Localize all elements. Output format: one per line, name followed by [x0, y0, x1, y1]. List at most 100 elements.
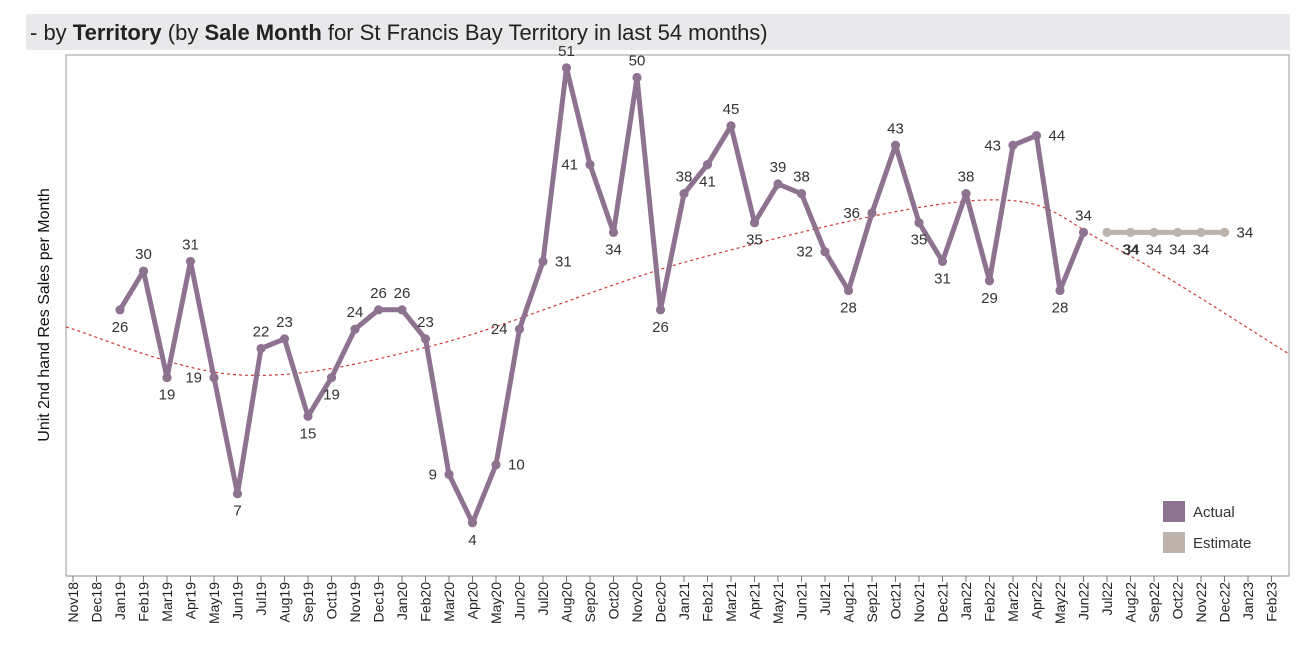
data-label: 35 [911, 232, 928, 249]
data-point[interactable] [867, 208, 877, 218]
data-point[interactable] [961, 189, 971, 199]
data-point[interactable] [514, 324, 525, 334]
data-point[interactable] [303, 411, 313, 421]
data-label: 22 [253, 324, 270, 341]
data-point[interactable] [914, 218, 924, 228]
data-point[interactable] [937, 256, 948, 267]
data-point[interactable] [561, 63, 572, 73]
x-tick-label: Mar22 [1005, 582, 1021, 622]
x-tick-label: Jul21 [817, 582, 833, 616]
data-point[interactable] [890, 140, 901, 150]
data-point[interactable] [749, 218, 760, 228]
data-point[interactable] [632, 72, 642, 83]
x-tick-label: Feb23 [1264, 582, 1280, 622]
data-point[interactable] [373, 305, 384, 315]
data-point[interactable] [679, 189, 689, 199]
x-tick-label: May21 [770, 582, 786, 624]
legend-swatch-estimate [1163, 532, 1185, 553]
data-point[interactable] [1008, 140, 1018, 150]
data-point[interactable] [1172, 227, 1183, 237]
title-prefix: - by [30, 20, 73, 45]
data-label: 34 [1075, 207, 1092, 224]
data-label: 34 [605, 241, 622, 258]
data-point[interactable] [702, 160, 713, 170]
data-point[interactable] [655, 305, 666, 315]
data-point[interactable] [608, 227, 619, 237]
data-label: 28 [1052, 299, 1069, 316]
x-tick-label: Oct21 [888, 582, 904, 620]
data-label: 10 [508, 457, 525, 474]
x-tick-label: May22 [1052, 582, 1068, 624]
data-point[interactable] [585, 160, 595, 170]
data-point[interactable] [209, 372, 219, 383]
data-label: 19 [323, 387, 340, 404]
data-point[interactable] [420, 334, 431, 344]
legend: Actual Estimate [1163, 501, 1251, 553]
data-point[interactable] [820, 247, 830, 257]
data-point[interactable] [326, 372, 337, 383]
series-group: 26 30 19 31 19 7 22 23 15 19 24 26 26 23 9 4 10 24 31 51 41 3… [112, 43, 1254, 549]
x-tick-label: Dec21 [935, 582, 951, 623]
data-label: 28 [840, 299, 857, 316]
x-tick-label: Jun21 [794, 582, 810, 620]
data-label: 4 [468, 532, 476, 549]
x-tick-label: Aug22 [1123, 582, 1139, 623]
data-point[interactable] [796, 189, 807, 199]
x-tick-label: Jun22 [1076, 582, 1092, 620]
x-tick-label: Mar21 [723, 582, 739, 622]
data-label: 24 [347, 304, 364, 321]
data-point[interactable] [1102, 227, 1112, 237]
data-point[interactable] [1125, 227, 1136, 237]
data-label: 26 [394, 285, 411, 302]
data-point[interactable] [984, 276, 995, 286]
data-point[interactable] [279, 334, 290, 344]
data-label: 7 [233, 503, 241, 520]
data-label: 34 [1146, 241, 1163, 258]
data-label: 19 [159, 387, 176, 404]
data-point[interactable] [232, 489, 243, 499]
data-point[interactable] [491, 460, 501, 470]
data-label: 32 [796, 244, 813, 261]
data-point[interactable] [162, 372, 172, 383]
title-suffix: for St Francis Bay Territory in last 54 … [321, 20, 768, 45]
x-tick-label: Sep20 [582, 582, 598, 623]
data-label: 39 [770, 159, 787, 176]
data-point[interactable] [1078, 227, 1089, 237]
data-label: 34 [1193, 241, 1210, 258]
data-point[interactable] [1055, 285, 1065, 296]
data-point[interactable] [397, 305, 407, 315]
data-point[interactable] [350, 324, 360, 334]
data-label: 43 [984, 137, 1001, 154]
x-tick-label: Feb19 [136, 582, 152, 622]
data-point[interactable] [1031, 130, 1042, 141]
x-tick-label: Jul20 [535, 582, 551, 616]
data-label: 23 [276, 314, 293, 331]
x-tick-label: Jun19 [230, 582, 246, 620]
data-label: 38 [793, 169, 810, 186]
data-point[interactable] [843, 285, 854, 296]
plot-frame [65, 54, 1290, 577]
data-point[interactable] [115, 305, 125, 315]
x-tick-label: Jul19 [253, 582, 269, 616]
x-tick-label: Jun20 [512, 582, 528, 620]
x-tick-label: Jul22 [1099, 582, 1115, 616]
data-point[interactable] [256, 343, 266, 354]
data-point[interactable] [1196, 227, 1206, 237]
data-point[interactable] [138, 266, 149, 276]
x-tick-label: Jan22 [958, 582, 974, 620]
x-tick-label: Nov18 [65, 582, 81, 623]
data-point[interactable] [538, 256, 548, 267]
data-label: 34 [1123, 241, 1140, 258]
data-point[interactable] [726, 121, 736, 131]
data-point[interactable] [1149, 227, 1159, 237]
legend-label-actual: Actual [1193, 504, 1235, 521]
data-point[interactable] [467, 518, 478, 528]
data-point[interactable] [185, 256, 196, 267]
data-point[interactable] [444, 469, 454, 479]
data-point[interactable] [773, 179, 783, 189]
data-point[interactable] [1219, 227, 1230, 237]
data-label: 19 [185, 370, 202, 387]
x-tick-label: Sep21 [864, 582, 880, 623]
x-tick-label: Dec19 [371, 582, 387, 623]
